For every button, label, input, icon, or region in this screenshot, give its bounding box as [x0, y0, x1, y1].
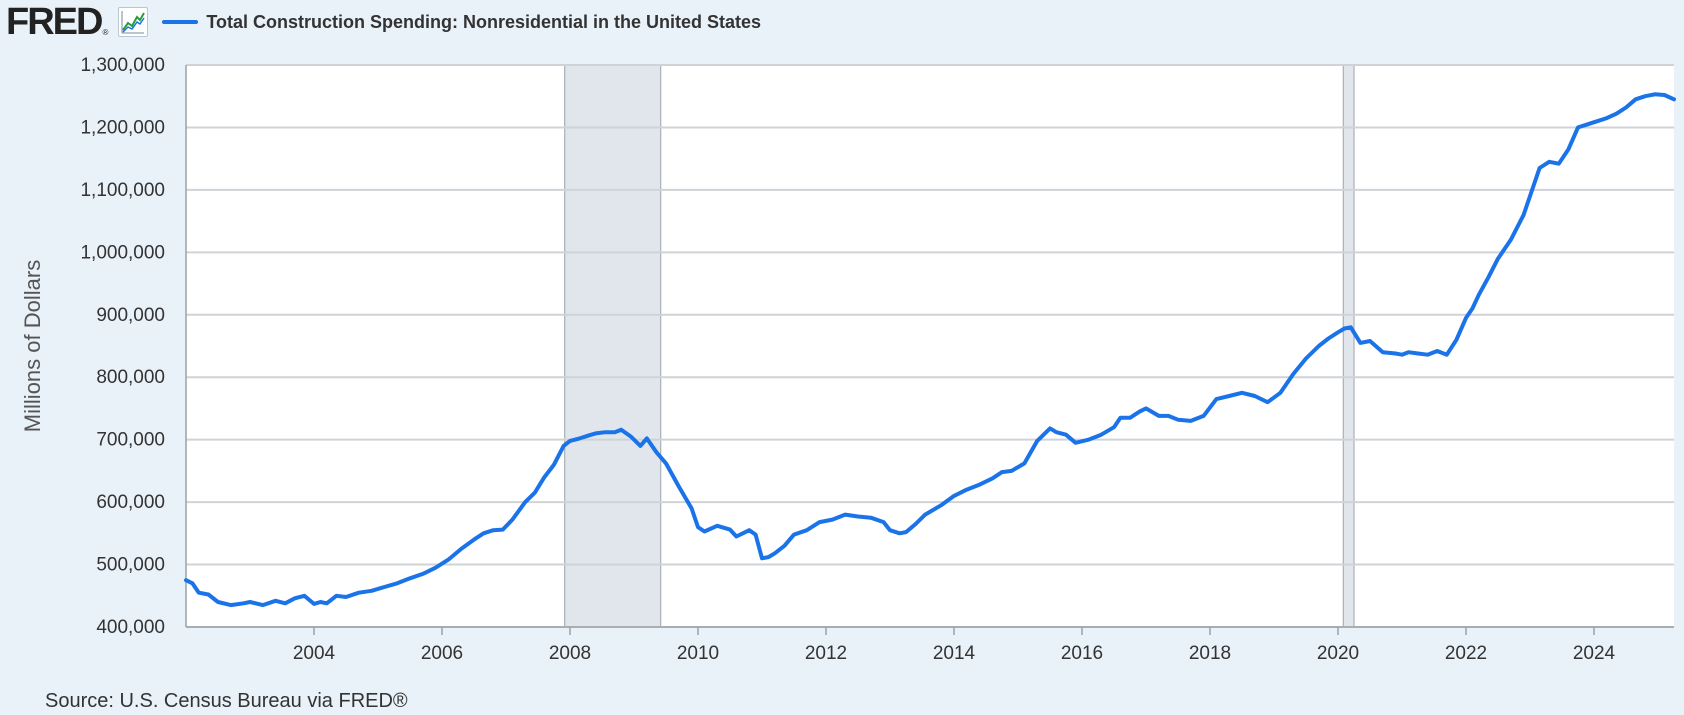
fred-logo-text: FRED	[6, 1, 103, 43]
fred-registered-mark: ®	[102, 28, 109, 37]
x-tick-label: 2022	[1445, 643, 1487, 664]
source-note: Source: U.S. Census Bureau via FRED®	[45, 690, 408, 712]
trend-line-icon	[118, 7, 149, 37]
y-tick-label: 1,200,000	[80, 117, 165, 138]
y-tick-label: 400,000	[96, 617, 165, 638]
legend-series-label: Total Construction Spending: Nonresident…	[206, 11, 762, 32]
recession-band	[1343, 65, 1354, 627]
x-tick-label: 2014	[933, 643, 976, 664]
x-tick-label: 2016	[1061, 643, 1103, 664]
y-tick-label: 900,000	[96, 305, 165, 326]
x-tick-label: 2010	[677, 643, 719, 664]
fred-logo[interactable]: FRED ®	[6, 3, 108, 41]
x-tick-label: 2006	[421, 643, 463, 664]
legend-series-swatch	[162, 20, 199, 24]
x-tick-label: 2020	[1317, 643, 1359, 664]
y-tick-label: 800,000	[96, 367, 165, 388]
y-tick-label: 1,100,000	[80, 180, 165, 201]
plot-area	[186, 65, 1674, 627]
chart-header: FRED ® Total Construction Spending: Nonr…	[6, 0, 761, 44]
y-tick-label: 500,000	[96, 555, 165, 576]
recession-band	[564, 65, 661, 627]
y-axis-label: Millions of Dollars	[20, 260, 45, 432]
y-tick-label: 1,300,000	[80, 55, 165, 76]
series-line	[184, 92, 1676, 608]
y-tick-label: 700,000	[96, 430, 165, 451]
y-tick-label: 1,000,000	[80, 242, 165, 263]
x-tick-label: 2024	[1573, 643, 1616, 664]
chart-legend: Total Construction Spending: Nonresident…	[162, 12, 761, 33]
y-tick-label: 600,000	[96, 492, 165, 513]
x-tick-label: 2008	[549, 643, 591, 664]
x-tick-label: 2018	[1189, 643, 1231, 664]
x-tick-label: 2004	[293, 643, 336, 664]
line-chart: 400,000 500,000 600,000 700,000 800,000 900,0…	[20, 55, 1676, 664]
x-tick-label: 2012	[805, 643, 847, 664]
